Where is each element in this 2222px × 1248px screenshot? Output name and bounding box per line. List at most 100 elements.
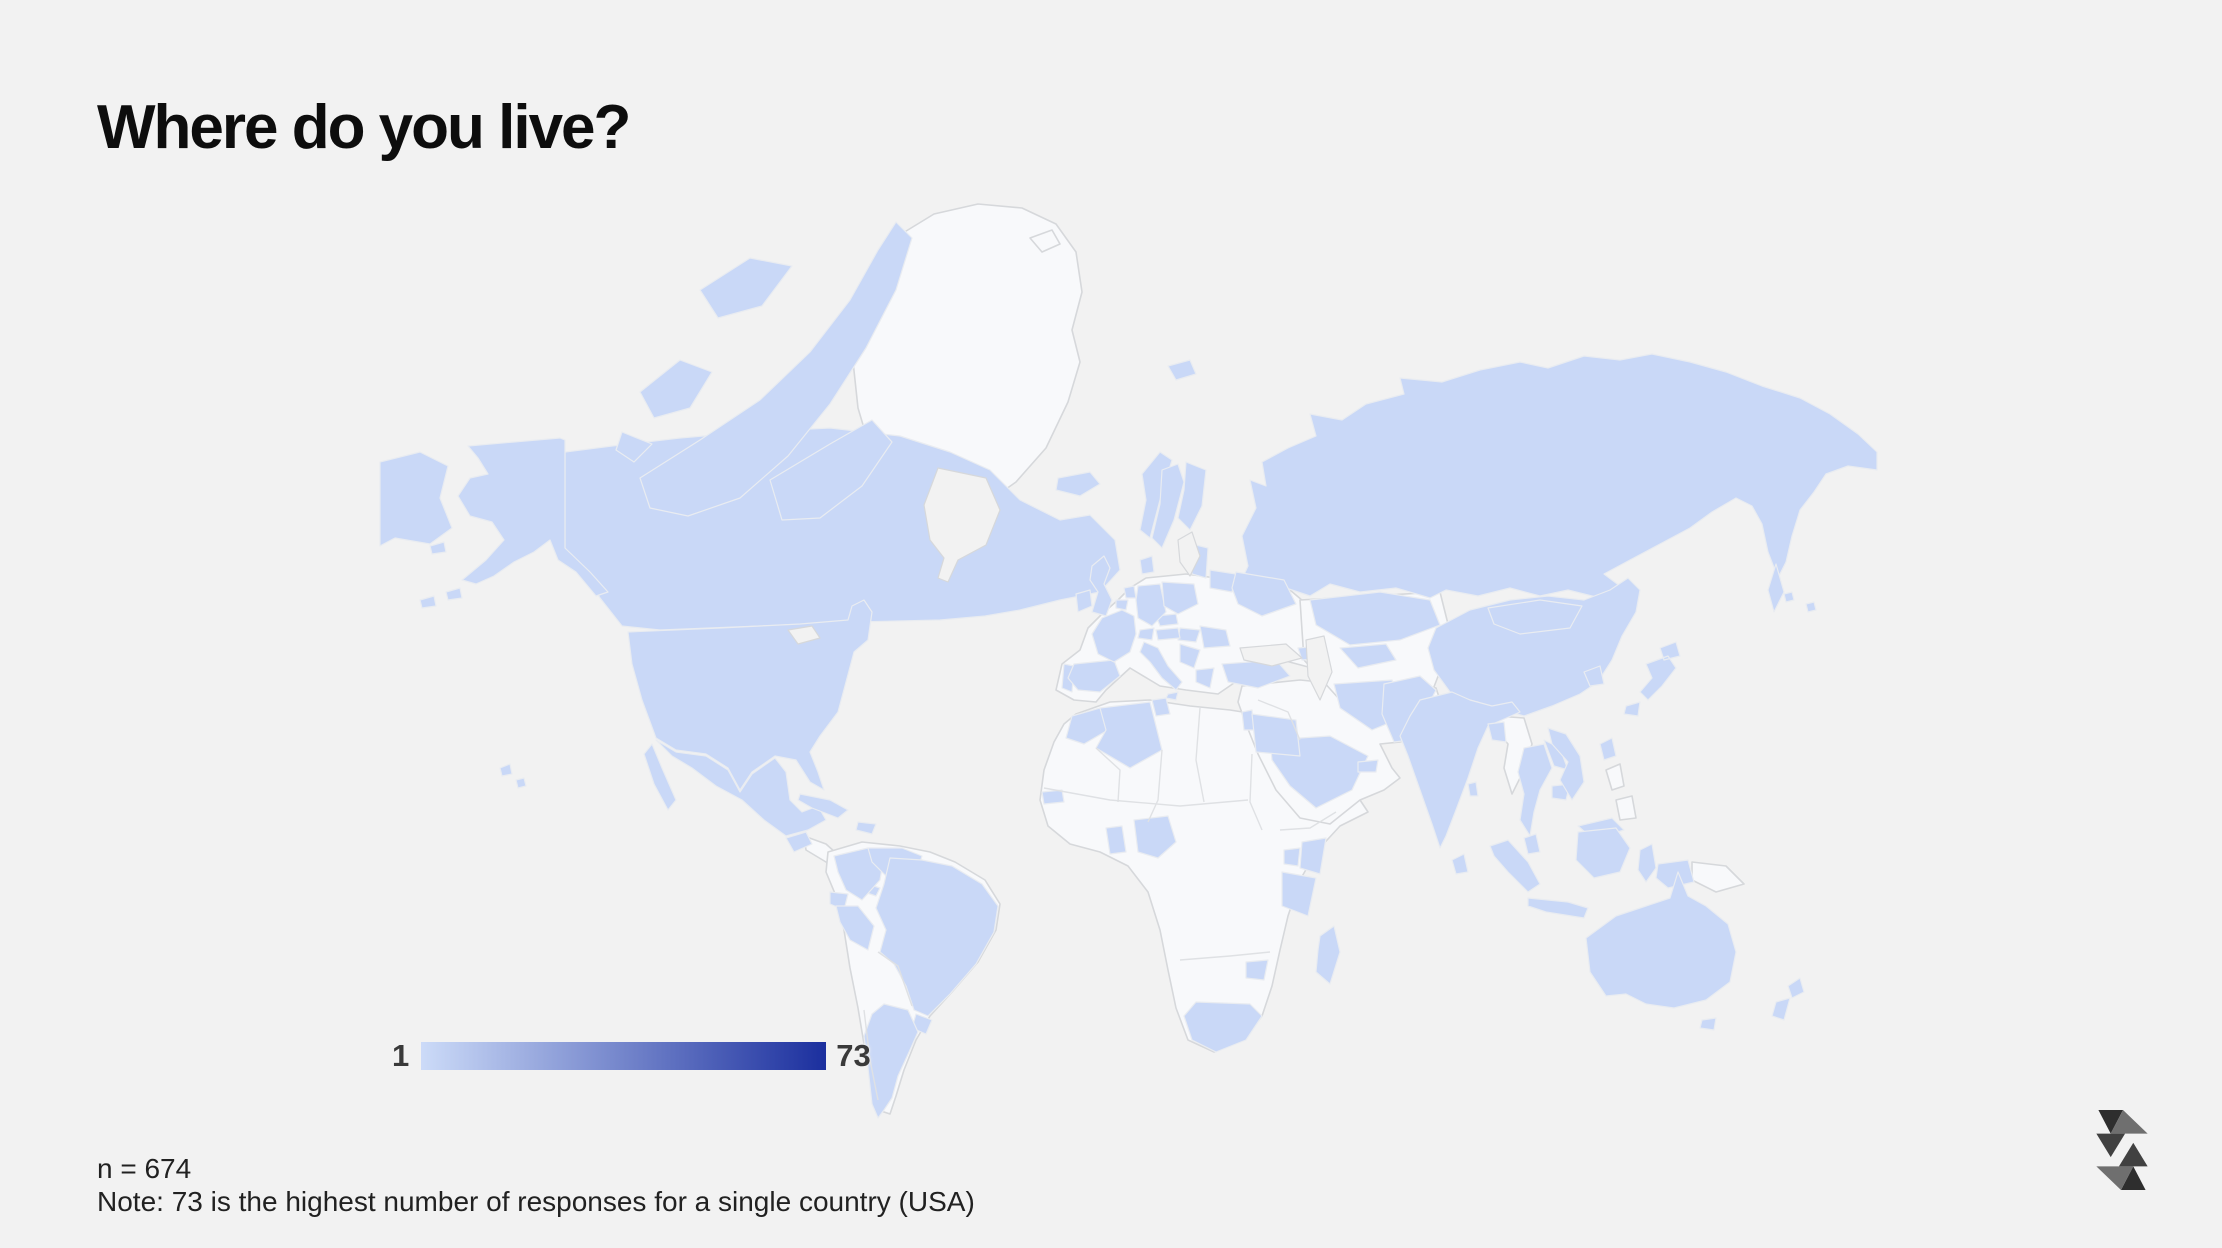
region-usa-alaska (419, 437, 609, 609)
faint-country-borders (863, 699, 1337, 1101)
region-canada-baffin (769, 419, 893, 521)
region-netherlands (1123, 585, 1137, 599)
region-australia (1585, 871, 1737, 1031)
sea-caspian (1305, 635, 1333, 701)
solidity-logo-triangle-1 (2098, 1110, 2124, 1134)
region-mexico (643, 739, 827, 837)
border-chile-argentina (863, 1009, 879, 1101)
region-austria (1155, 627, 1181, 641)
region-usa-pacific-islands (1783, 591, 1817, 613)
region-south-korea (1583, 665, 1605, 687)
region-canada-arctic-1 (639, 221, 913, 517)
region-brazil (875, 857, 999, 1017)
region-russia-sakhalin (1767, 563, 1785, 613)
region-sri-lanka (1451, 853, 1469, 875)
inland-water (787, 467, 1333, 701)
region-uzbekistan (1339, 643, 1397, 669)
region-madagascar (1315, 925, 1341, 985)
region-greece (1195, 667, 1215, 689)
region-usa-hawaii (499, 763, 527, 789)
page-title: Where do you live? (97, 93, 631, 162)
region-cuba (797, 793, 849, 819)
solidity-logo-triangle-2 (2110, 1110, 2148, 1134)
region-bangladesh (1487, 721, 1507, 743)
region-balkans (1179, 643, 1201, 669)
region-germany (1135, 583, 1167, 627)
region-romania (1199, 625, 1231, 649)
region-switzerland (1137, 627, 1155, 641)
region-hungary (1177, 627, 1201, 643)
max-value-note: Note: 73 is the highest number of respon… (97, 1186, 975, 1217)
region-canada-arctic-4 (615, 431, 653, 463)
region-kazakhstan (1309, 591, 1441, 646)
region-denmark (1139, 555, 1155, 575)
border-east-africa (1279, 811, 1337, 831)
region-ghana (1105, 825, 1127, 855)
region-senegal (1041, 789, 1065, 805)
sea-hudson-bay (923, 467, 1001, 583)
lakes-great-lakes (787, 625, 821, 645)
region-svalbard (1167, 359, 1197, 381)
region-argentina (863, 1003, 919, 1119)
border-sahara-4 (1249, 753, 1263, 831)
region-new-zealand (1771, 977, 1805, 1021)
region-peru (835, 905, 875, 951)
region-ukraine (1231, 571, 1297, 617)
border-mideast (1257, 699, 1301, 741)
region-italy (1139, 641, 1183, 701)
region-uae (1357, 759, 1379, 773)
sea-baltic (1177, 531, 1201, 577)
region-russia-west-sliver (379, 451, 453, 547)
color-scale-legend: 1 73 (392, 1040, 871, 1071)
border-bolivia-paraguay (877, 951, 913, 1007)
region-india (1399, 691, 1521, 849)
solidity-logo-triangle-4 (2120, 1166, 2146, 1190)
region-sweden (1151, 463, 1185, 549)
solidity-logo (2096, 1110, 2148, 1190)
region-usa-mainland (627, 599, 873, 791)
landmass-philippines (1605, 763, 1637, 821)
legend-max-label: 73 (836, 1038, 871, 1073)
region-japan (1623, 641, 1681, 717)
border-sahara-1 (1095, 747, 1121, 803)
landmass-svalbard-ne (1029, 229, 1061, 253)
region-indonesia (1489, 827, 1695, 919)
region-belarus (1209, 569, 1237, 593)
region-zimbabwe (1245, 959, 1269, 981)
solidity-logo-triangle-3 (2096, 1133, 2126, 1158)
border-southern-africa (1179, 951, 1271, 961)
region-ireland (1075, 589, 1093, 613)
region-uk (1089, 555, 1113, 617)
region-dominican-republic (855, 821, 877, 835)
legend-gradient-bar (421, 1041, 827, 1070)
survey-regions (379, 221, 1878, 1119)
footnotes: n = 674 Note: 73 is the highest number o… (97, 1152, 975, 1218)
region-kenya (1299, 837, 1327, 875)
region-poland (1161, 581, 1199, 615)
region-canada-arctic-3 (699, 257, 793, 319)
solidity-logo-triangle-5 (2096, 1166, 2134, 1190)
region-canada-arctic-2 (639, 359, 713, 419)
region-russia (1235, 353, 1878, 601)
region-taiwan (1599, 737, 1617, 761)
region-spain (1067, 659, 1121, 693)
region-tunisia (1151, 697, 1171, 717)
landmass-new-guinea-east (1691, 861, 1745, 893)
region-south-africa (1183, 1001, 1263, 1053)
solidity-logo-triangle-6 (2118, 1142, 2148, 1167)
legend-min-label: 1 (392, 1038, 410, 1073)
region-vietnam (1547, 727, 1585, 801)
region-mongolia (1487, 599, 1583, 635)
region-finland (1177, 461, 1207, 531)
border-sahel (1043, 787, 1249, 807)
region-guatemala (785, 831, 813, 853)
region-iceland (1055, 471, 1101, 497)
region-egypt (1251, 713, 1301, 757)
sea-black-sea (1239, 643, 1303, 667)
region-morocco (1065, 707, 1109, 745)
sample-size-note: n = 674 (97, 1153, 192, 1184)
region-france (1091, 609, 1137, 663)
region-tanzania (1281, 871, 1317, 917)
